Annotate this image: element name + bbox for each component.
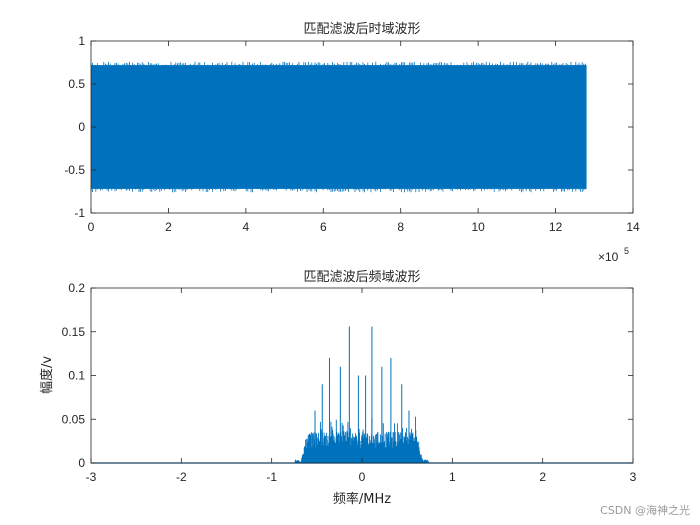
x-tick-label: 2 — [539, 470, 546, 484]
x-tick-label: 0 — [359, 470, 366, 484]
y-tick-label: 1 — [78, 34, 85, 48]
y-tick-label: 0.15 — [62, 325, 86, 339]
x-tick-label: 10 — [471, 220, 485, 234]
frequency-domain-x-ticks: -3 -2 -1 0 1 2 3 — [86, 288, 637, 484]
frequency-domain-title: 匹配滤波后频域波形 — [303, 270, 420, 285]
x-tick-label: 14 — [626, 220, 640, 234]
frequency-domain-y-ticks: 0 0.05 0.1 0.15 0.2 — [62, 281, 633, 470]
time-domain-title: 匹配滤波后时域波形 — [303, 22, 420, 37]
y-tick-label: -0.5 — [64, 163, 85, 177]
x-tick-label: 6 — [320, 220, 327, 234]
x-tick-label: 2 — [165, 220, 172, 234]
time-domain-x-ticks: 0 2 4 6 8 10 12 14 — [88, 41, 640, 234]
time-domain-y-ticks: -1 -0.5 0 0.5 1 — [64, 34, 633, 220]
y-tick-label: 0.2 — [68, 281, 85, 295]
x-tick-label: 12 — [549, 220, 563, 234]
y-tick-label: 0.05 — [62, 412, 86, 426]
y-tick-label: 0 — [78, 456, 85, 470]
x-tick-label: -1 — [266, 470, 277, 484]
x-tick-label: 4 — [243, 220, 250, 234]
x-tick-label: 3 — [630, 470, 637, 484]
watermark: CSDN @海神之光 — [600, 503, 690, 517]
y-tick-label: 0.5 — [68, 77, 85, 91]
x-tick-label: 8 — [397, 220, 404, 234]
y-tick-label: 0 — [78, 120, 85, 134]
x-tick-label: 1 — [449, 470, 456, 484]
time-domain-series — [90, 61, 587, 193]
x-tick-label: 0 — [88, 220, 95, 234]
frequency-y-axis-label: 幅度/v — [39, 356, 55, 394]
frequency-x-axis-label: 频率/MHz — [333, 491, 391, 507]
time-domain-subplot: 匹配滤波后时域波形 0 2 4 6 8 10 12 14 -1 -0.5 0 0.5 1 ×10 5 — [64, 22, 640, 264]
time-domain-signal-band — [91, 65, 587, 189]
x-exponent-base: ×10 — [598, 250, 619, 264]
frequency-domain-plot-area — [91, 288, 633, 463]
x-tick-label: -3 — [86, 470, 97, 484]
x-tick-label: -2 — [176, 470, 187, 484]
y-tick-label: 0.1 — [68, 369, 85, 383]
x-exponent-power: 5 — [624, 246, 629, 256]
spectrum-band — [294, 416, 429, 463]
y-tick-label: -1 — [74, 206, 85, 220]
frequency-domain-subplot: 匹配滤波后频域波形 -3 -2 -1 0 1 2 3 0 0.05 0.1 0.15 0.2 频率/… — [39, 270, 637, 507]
